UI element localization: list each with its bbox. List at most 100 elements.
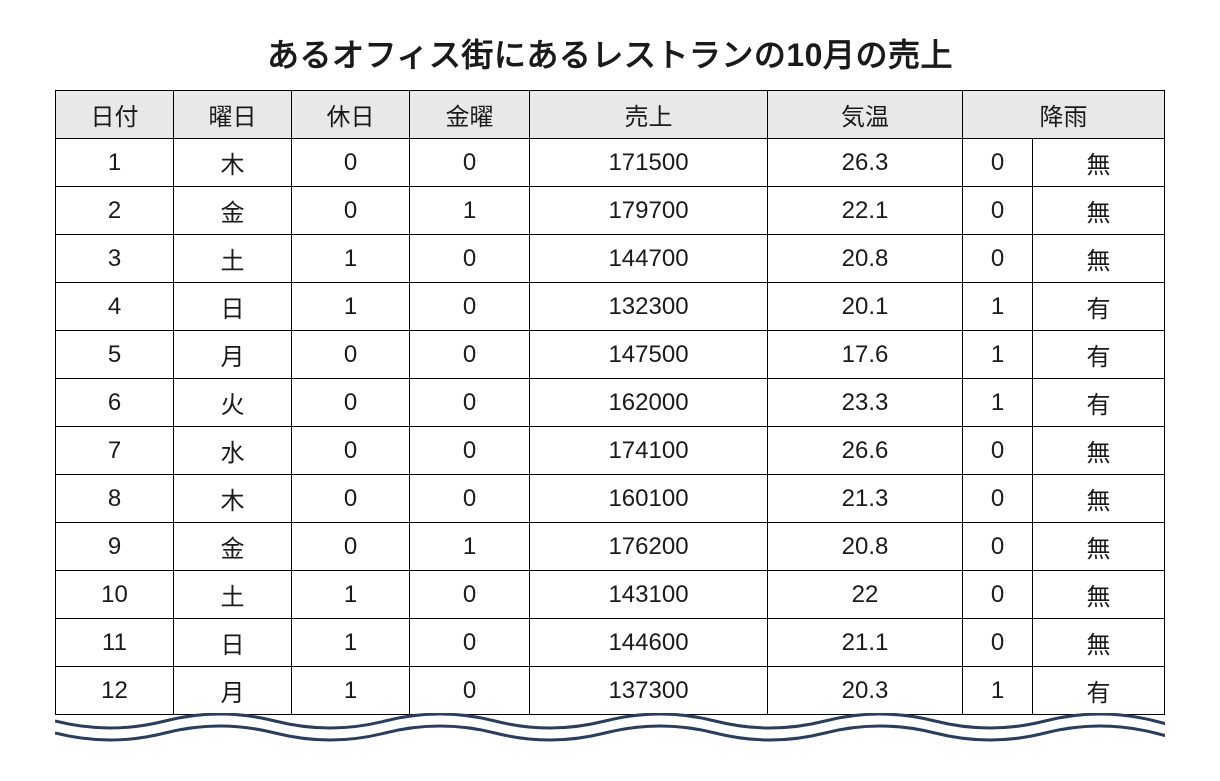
cell-sales: 171500 [530, 139, 768, 187]
page-title: あるオフィス街にあるレストランの10月の売上 [55, 30, 1165, 76]
cell-rain-label: 無 [1033, 475, 1165, 523]
cell-sales: 144600 [530, 619, 768, 667]
table-row: 9金0117620020.80無 [56, 523, 1165, 571]
col-header-rain: 降雨 [963, 91, 1165, 139]
cell-temp: 23.3 [768, 379, 963, 427]
cell-sales: 176200 [530, 523, 768, 571]
cell-date: 11 [56, 619, 174, 667]
table-row: 8木0016010021.30無 [56, 475, 1165, 523]
cell-rain-label: 無 [1033, 139, 1165, 187]
table-row: 2金0117970022.10無 [56, 187, 1165, 235]
cell-holiday: 0 [292, 427, 410, 475]
cell-dow: 木 [174, 475, 292, 523]
col-header-friday: 金曜 [410, 91, 530, 139]
cell-holiday: 1 [292, 571, 410, 619]
cell-sales: 132300 [530, 283, 768, 331]
cell-rain-flag: 1 [963, 331, 1033, 379]
cell-temp: 22 [768, 571, 963, 619]
cell-friday: 1 [410, 187, 530, 235]
cell-sales: 147500 [530, 331, 768, 379]
col-header-dow: 曜日 [174, 91, 292, 139]
cell-holiday: 1 [292, 619, 410, 667]
cell-dow: 土 [174, 571, 292, 619]
cell-dow: 土 [174, 235, 292, 283]
cell-temp: 21.3 [768, 475, 963, 523]
cell-dow: 日 [174, 283, 292, 331]
cell-temp: 21.1 [768, 619, 963, 667]
cell-friday: 0 [410, 475, 530, 523]
cell-date: 3 [56, 235, 174, 283]
cell-rain-flag: 0 [963, 475, 1033, 523]
col-header-sales: 売上 [530, 91, 768, 139]
cell-sales: 162000 [530, 379, 768, 427]
cell-holiday: 0 [292, 523, 410, 571]
cell-temp: 17.6 [768, 331, 963, 379]
cell-rain-flag: 0 [963, 187, 1033, 235]
cell-holiday: 0 [292, 139, 410, 187]
cell-dow: 金 [174, 523, 292, 571]
cell-rain-flag: 0 [963, 235, 1033, 283]
cell-rain-label: 有 [1033, 331, 1165, 379]
cell-dow: 日 [174, 619, 292, 667]
cell-holiday: 1 [292, 235, 410, 283]
cell-date: 9 [56, 523, 174, 571]
table-row: 11日1014460021.10無 [56, 619, 1165, 667]
cell-friday: 0 [410, 427, 530, 475]
cell-date: 8 [56, 475, 174, 523]
cell-holiday: 0 [292, 187, 410, 235]
cell-date: 7 [56, 427, 174, 475]
col-header-temp: 気温 [768, 91, 963, 139]
cell-temp: 20.8 [768, 523, 963, 571]
cell-friday: 0 [410, 331, 530, 379]
cell-rain-label: 無 [1033, 523, 1165, 571]
truncation-wave [55, 713, 1165, 753]
cell-holiday: 1 [292, 667, 410, 715]
cell-rain-label: 有 [1033, 667, 1165, 715]
cell-dow: 木 [174, 139, 292, 187]
cell-date: 1 [56, 139, 174, 187]
table-row: 5月0014750017.61有 [56, 331, 1165, 379]
cell-holiday: 0 [292, 475, 410, 523]
table-row: 6火0016200023.31有 [56, 379, 1165, 427]
cell-rain-flag: 0 [963, 571, 1033, 619]
cell-sales: 160100 [530, 475, 768, 523]
cell-rain-label: 無 [1033, 619, 1165, 667]
cell-friday: 0 [410, 619, 530, 667]
cell-date: 10 [56, 571, 174, 619]
cell-temp: 20.3 [768, 667, 963, 715]
cell-sales: 179700 [530, 187, 768, 235]
table-row: 1木0017150026.30無 [56, 139, 1165, 187]
cell-date: 4 [56, 283, 174, 331]
cell-rain-flag: 0 [963, 523, 1033, 571]
cell-holiday: 0 [292, 379, 410, 427]
cell-temp: 26.3 [768, 139, 963, 187]
cell-holiday: 0 [292, 331, 410, 379]
cell-date: 2 [56, 187, 174, 235]
cell-date: 6 [56, 379, 174, 427]
cell-temp: 26.6 [768, 427, 963, 475]
cell-temp: 22.1 [768, 187, 963, 235]
table-row: 3土1014470020.80無 [56, 235, 1165, 283]
table-header-row: 日付 曜日 休日 金曜 売上 気温 降雨 [56, 91, 1165, 139]
cell-dow: 火 [174, 379, 292, 427]
cell-dow: 月 [174, 331, 292, 379]
cell-friday: 0 [410, 571, 530, 619]
cell-rain-label: 無 [1033, 235, 1165, 283]
cell-dow: 月 [174, 667, 292, 715]
cell-date: 12 [56, 667, 174, 715]
sales-table: 日付 曜日 休日 金曜 売上 気温 降雨 1木0017150026.30無2金0… [55, 90, 1165, 715]
cell-rain-flag: 0 [963, 619, 1033, 667]
cell-rain-flag: 1 [963, 283, 1033, 331]
table-row: 10土10143100220無 [56, 571, 1165, 619]
col-header-holiday: 休日 [292, 91, 410, 139]
cell-dow: 水 [174, 427, 292, 475]
cell-sales: 144700 [530, 235, 768, 283]
cell-date: 5 [56, 331, 174, 379]
cell-rain-label: 有 [1033, 283, 1165, 331]
cell-rain-flag: 0 [963, 139, 1033, 187]
cell-sales: 137300 [530, 667, 768, 715]
cell-rain-label: 無 [1033, 187, 1165, 235]
cell-friday: 1 [410, 523, 530, 571]
cell-friday: 0 [410, 667, 530, 715]
cell-sales: 174100 [530, 427, 768, 475]
